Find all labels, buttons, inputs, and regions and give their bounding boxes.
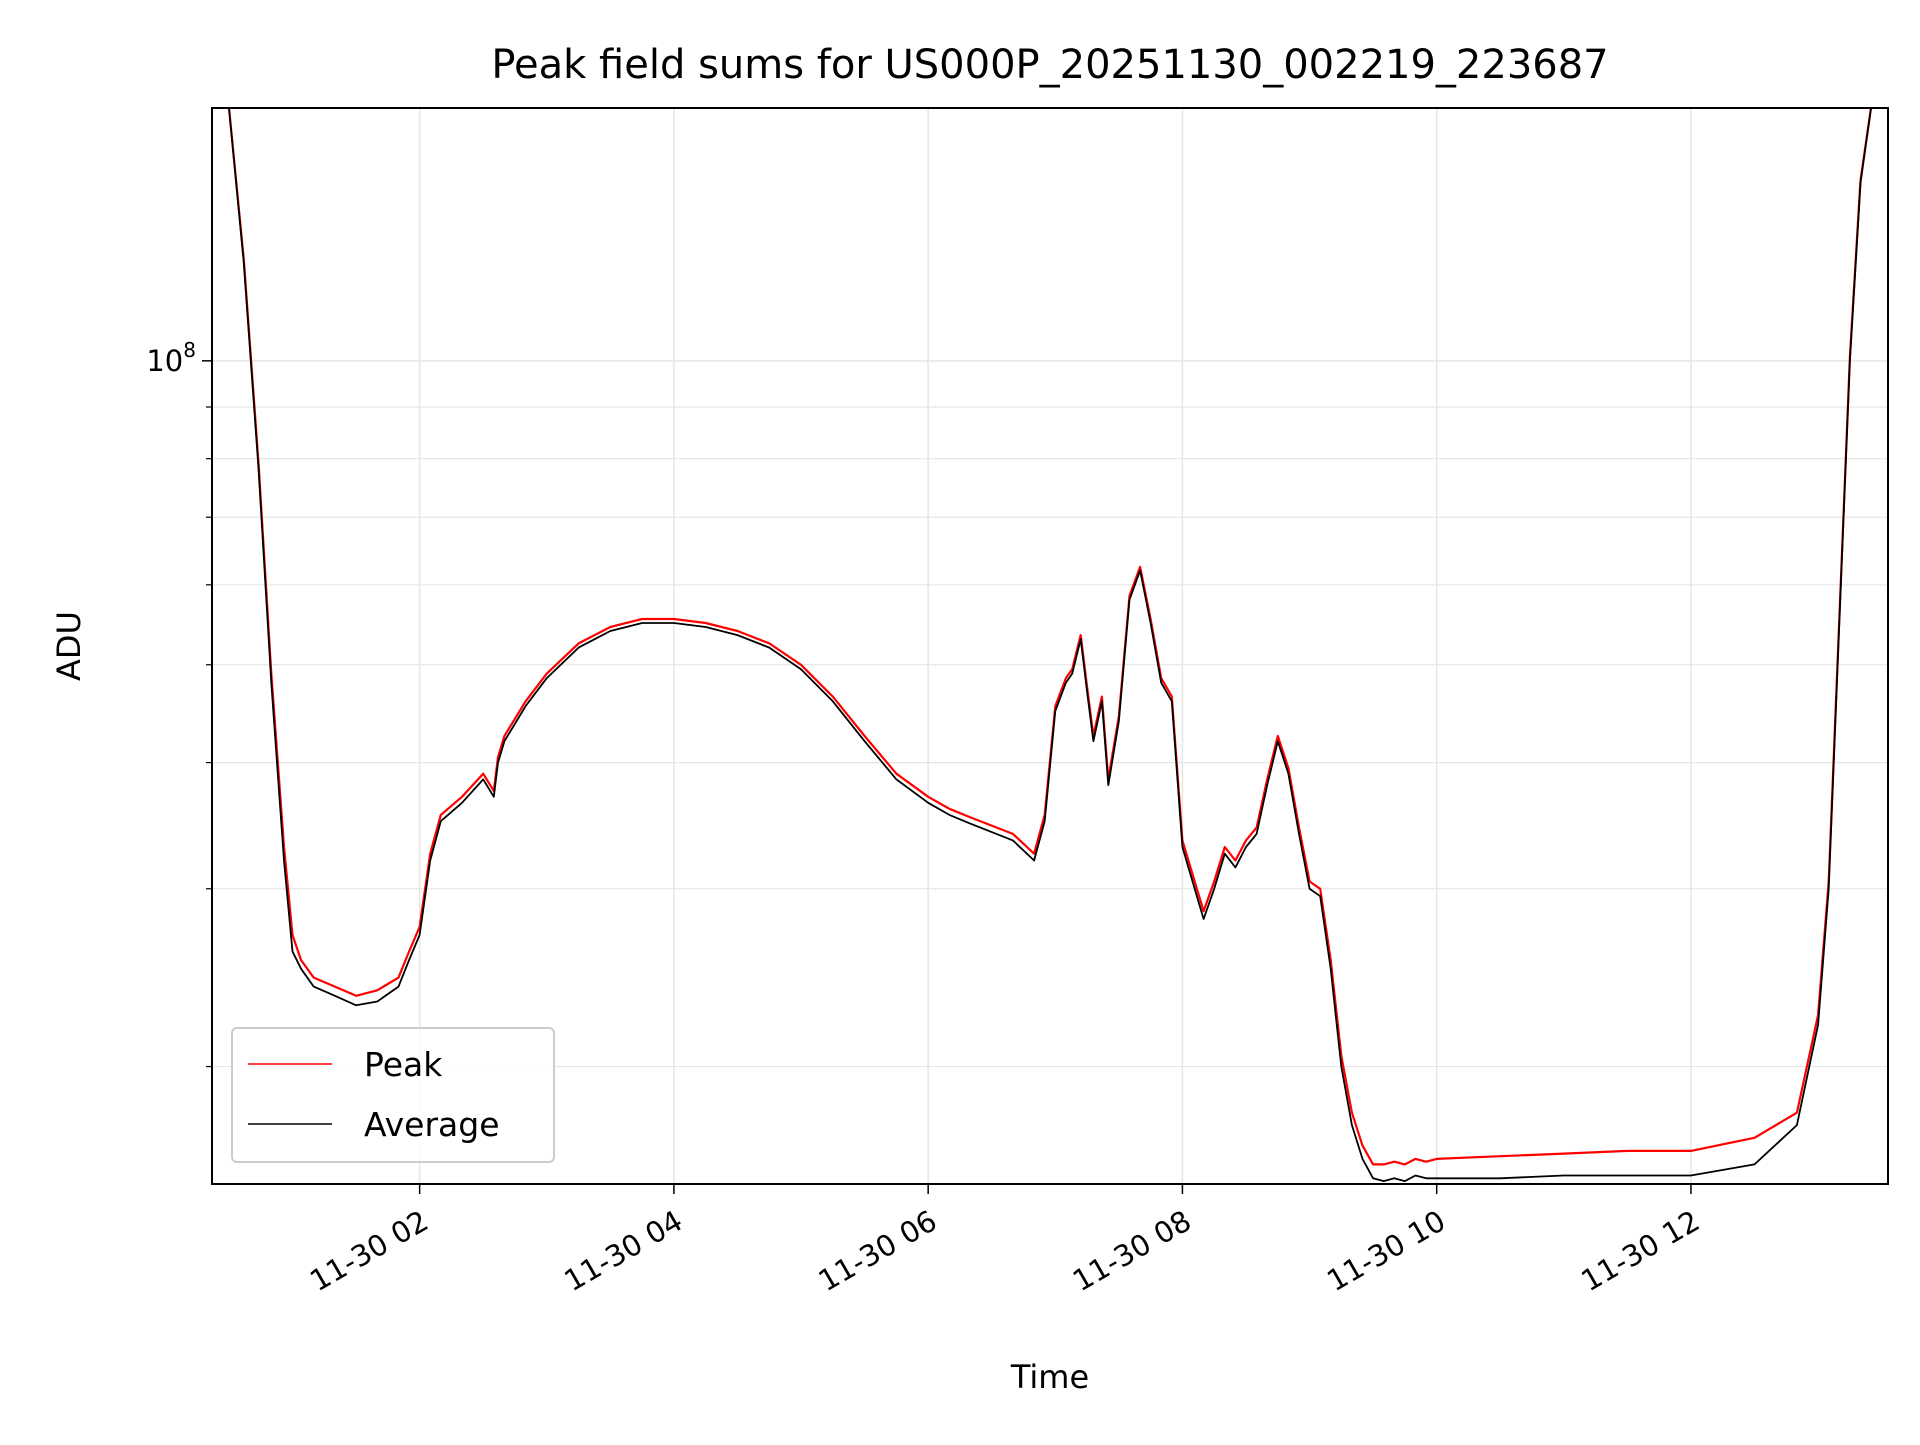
series-lines [227, 107, 1873, 1182]
legend: Peak Average [231, 1027, 555, 1163]
chart-title: Peak field sums for US000P_20251130_0022… [491, 42, 1608, 88]
y-tick-exponent: 8 [183, 338, 196, 362]
x-axis-label: Time [1010, 1358, 1089, 1396]
series-line-average [228, 107, 1872, 1182]
y-axis-label: ADU [50, 611, 88, 681]
y-tick-label: 108 [146, 338, 196, 378]
legend-box [231, 1027, 555, 1163]
grid-lines [212, 108, 1888, 1184]
plot-frame [211, 107, 1889, 1185]
legend-label-average: Average [364, 1105, 500, 1144]
y-tick-base: 10 [146, 344, 183, 378]
legend-label-peak: Peak [364, 1045, 443, 1084]
